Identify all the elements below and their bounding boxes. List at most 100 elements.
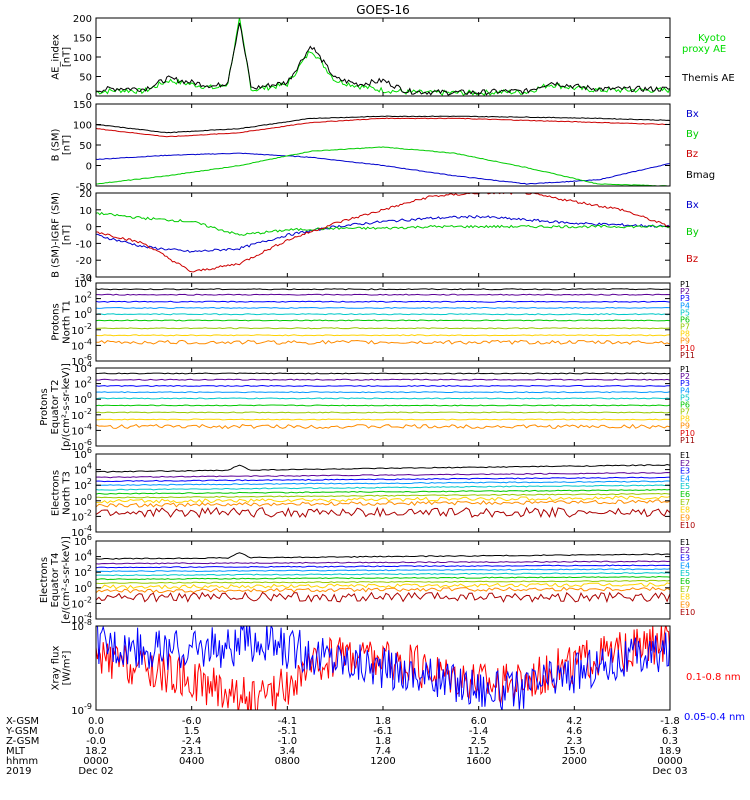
y-tick-label: 102 (74, 376, 92, 391)
legend-entry: Bmag (686, 170, 715, 181)
x-tick-label: -6.0 (182, 716, 202, 727)
legend-entry: E8 (680, 506, 690, 515)
legend-entry: E9 (680, 600, 690, 609)
legend-entry: 0.1-0.8 nm (686, 672, 741, 683)
series-line-e1 (96, 552, 670, 560)
y-tick-label: -10 (76, 239, 92, 250)
series-line-e3 (96, 476, 670, 483)
legend-entry: P6 (680, 400, 690, 409)
legend-entry: P2 (680, 372, 690, 381)
legend-entry: E5 (680, 569, 690, 578)
legend-entry: Kyoto (698, 33, 726, 44)
series-line-e7 (96, 579, 670, 585)
y-tick-label: 104 (74, 549, 92, 564)
series-line-by (96, 146, 670, 186)
legend-entry: P4 (680, 386, 690, 395)
y-tick-label: 10-6 (71, 353, 92, 368)
legend-entry: E2 (680, 459, 690, 468)
y-tick-label: 10-4 (71, 524, 92, 539)
y-tick-label: 102 (74, 291, 92, 306)
x-tick-label: -6.1 (373, 726, 393, 737)
legend-entry: E7 (680, 585, 690, 594)
series-line-p4 (96, 391, 670, 394)
x-tick-label: 23.1 (181, 746, 203, 757)
series-line-e7 (96, 492, 670, 499)
legend-entry: E4 (680, 561, 690, 570)
y-tick-label: 50 (79, 141, 92, 152)
x-tick-label: 4.2 (566, 716, 582, 727)
y-tick-label: 150 (73, 100, 92, 111)
series-line-p2 (96, 293, 670, 296)
legend-entry: P10 (680, 344, 695, 353)
x-tick-label: 1.5 (184, 726, 200, 737)
legend-entry: P5 (680, 308, 690, 317)
y-tick-label: -30 (76, 273, 92, 284)
y-tick-label: 200 (73, 14, 92, 25)
legend-entry: P2 (680, 287, 690, 296)
series-line-e3 (96, 564, 670, 569)
y-axis-label: Electrons (39, 557, 50, 603)
series-line-e6 (96, 575, 670, 581)
y-tick-label: 100 (74, 580, 92, 595)
x-axis-row-label: Y-GSM (5, 726, 38, 737)
y-tick-label: 100 (73, 53, 92, 64)
y-tick-label: 100 (74, 306, 92, 321)
y-axis-label: North T3 (62, 471, 73, 515)
legend-entry: P1 (680, 280, 690, 289)
series-line-e5 (96, 484, 670, 491)
x-tick-label: 2.3 (566, 736, 582, 747)
y-axis-label: Protons (51, 303, 62, 340)
y-axis-label: B (SM)-IGRF (SM) (51, 192, 62, 278)
series-line-0-1-0-8-nm (96, 626, 670, 710)
chart-title: GOES-16 (356, 3, 410, 17)
series-line-bz (96, 117, 670, 138)
series-line-e9 (96, 499, 670, 508)
y-tick-label: 106 (74, 446, 92, 461)
legend-entry: E8 (680, 593, 690, 602)
series-line-p3 (96, 384, 670, 387)
x-tick-label: 18.2 (85, 746, 107, 757)
y-tick-label: 10-2 (71, 407, 92, 422)
series-line-e5 (96, 572, 670, 577)
x-tick-label: 15.0 (563, 746, 585, 757)
x-axis-row-label: MLT (6, 746, 26, 757)
legend-entry: By (686, 129, 699, 140)
y-tick-label: 0 (86, 92, 92, 103)
series-line-p2 (96, 378, 670, 381)
series-line-bz (96, 193, 670, 273)
legend: Bx By Bz Bmag (686, 109, 715, 181)
x-tick-label: 1.8 (375, 716, 391, 727)
y-tick-label: 100 (74, 391, 92, 406)
y-tick-label: 106 (74, 533, 92, 548)
series-line-p8 (96, 418, 670, 421)
legend-entry: P7 (680, 408, 690, 417)
x-tick-label: -5.1 (278, 726, 298, 737)
x-tick-label: Dec 03 (652, 766, 687, 777)
series-line-p4 (96, 306, 670, 309)
legend-entry: P8 (680, 415, 690, 424)
series-line-p5 (96, 313, 670, 316)
panel-8: 10-8 10-9 Xray flux [W/m²] 0.1-0.8 nm 0.05-0.… (51, 618, 746, 723)
panel-frame (95, 192, 671, 278)
y-tick-label: 104 (74, 275, 92, 290)
legend-entry: Themis AE (681, 73, 735, 84)
legend-entry: P3 (680, 294, 690, 303)
legend-entry: P7 (680, 323, 690, 332)
legend-entry: E6 (680, 490, 690, 499)
x-tick-label: 0.0 (88, 716, 104, 727)
x-tick-label: -4.1 (278, 716, 298, 727)
y-tick-label: 0 (86, 162, 92, 173)
legend-entry: E4 (680, 474, 690, 483)
series-line-p6 (96, 404, 670, 407)
legend-entry: E10 (680, 608, 695, 617)
panel-frame (95, 453, 671, 533)
x-tick-label: 3.4 (279, 746, 295, 757)
legend-entry: proxy AE (682, 44, 726, 55)
y-axis-label: Electrons (51, 470, 62, 516)
legend-entry: E3 (680, 554, 690, 563)
